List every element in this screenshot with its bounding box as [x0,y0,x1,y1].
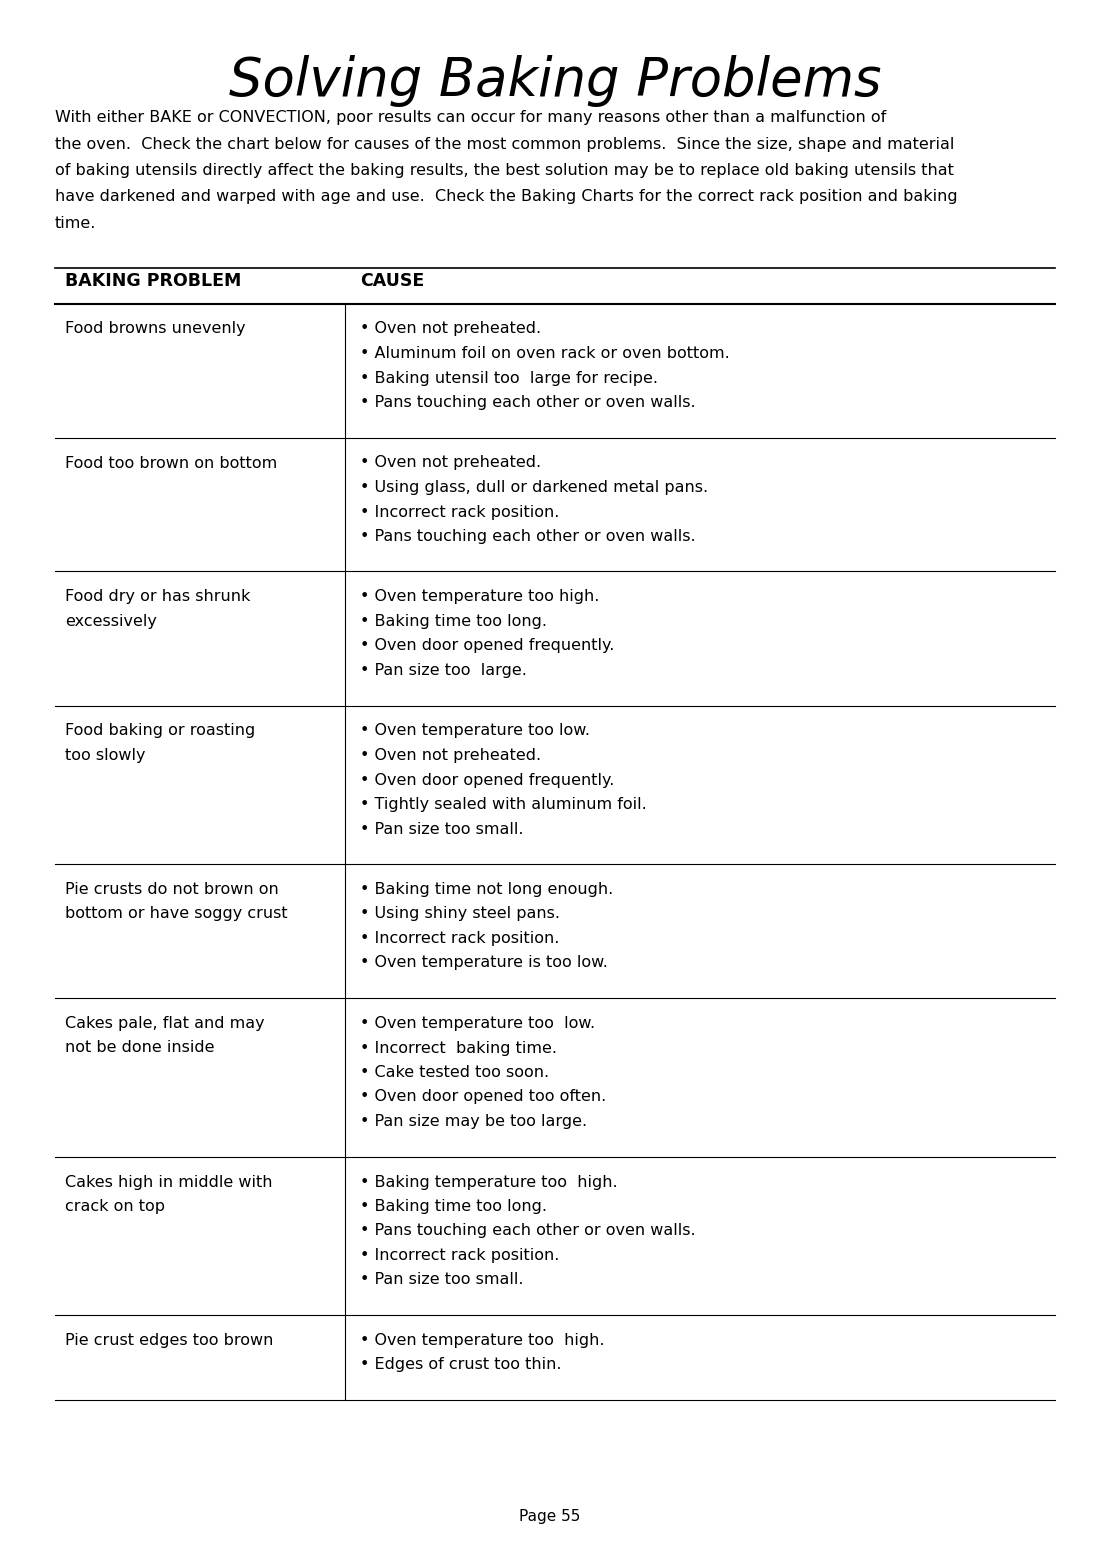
Text: • Oven temperature too low.: • Oven temperature too low. [360,724,590,739]
Text: • Baking time too long.: • Baking time too long. [360,614,547,629]
Text: BAKING PROBLEM: BAKING PROBLEM [65,272,241,291]
Text: Solving Baking Problems: Solving Baking Problems [229,56,881,107]
Text: • Oven temperature too high.: • Oven temperature too high. [360,589,600,604]
Text: • Pan size too  large.: • Pan size too large. [360,663,527,679]
Text: not be done inside: not be done inside [65,1040,214,1056]
Text: • Cake tested too soon.: • Cake tested too soon. [360,1065,549,1081]
Text: • Incorrect  baking time.: • Incorrect baking time. [360,1040,557,1056]
Text: • Baking time too long.: • Baking time too long. [360,1200,547,1214]
Text: • Tightly sealed with aluminum foil.: • Tightly sealed with aluminum foil. [360,798,647,812]
Text: • Pan size too small.: • Pan size too small. [360,1272,524,1288]
Text: • Pans touching each other or oven walls.: • Pans touching each other or oven walls… [360,394,695,410]
Text: • Oven door opened frequently.: • Oven door opened frequently. [360,638,615,654]
Text: Pie crusts do not brown on: Pie crusts do not brown on [65,883,278,897]
Text: • Incorrect rack position.: • Incorrect rack position. [360,1248,560,1263]
Text: • Oven temperature too  low.: • Oven temperature too low. [360,1016,595,1031]
Text: • Oven door opened frequently.: • Oven door opened frequently. [360,773,615,787]
Text: excessively: excessively [65,614,157,629]
Text: • Oven temperature is too low.: • Oven temperature is too low. [360,955,608,971]
Text: Food browns unevenly: Food browns unevenly [65,322,245,337]
Text: too slowly: too slowly [65,748,145,764]
Text: • Using glass, dull or darkened metal pans.: • Using glass, dull or darkened metal pa… [360,479,708,495]
Text: • Oven temperature too  high.: • Oven temperature too high. [360,1333,605,1348]
Text: • Pan size too small.: • Pan size too small. [360,821,524,836]
Text: • Oven not preheated.: • Oven not preheated. [360,456,541,470]
Text: • Edges of crust too thin.: • Edges of crust too thin. [360,1357,561,1373]
Text: the oven.  Check the chart below for causes of the most common problems.  Since : the oven. Check the chart below for caus… [55,136,955,152]
Text: Food dry or has shrunk: Food dry or has shrunk [65,589,251,604]
Text: • Oven not preheated.: • Oven not preheated. [360,748,541,764]
Text: time.: time. [55,216,97,230]
Text: • Pans touching each other or oven walls.: • Pans touching each other or oven walls… [360,1223,695,1238]
Text: With either BAKE or CONVECTION, poor results can occur for many reasons other th: With either BAKE or CONVECTION, poor res… [55,110,887,125]
Text: CAUSE: CAUSE [360,272,425,291]
Text: • Oven not preheated.: • Oven not preheated. [360,322,541,337]
Text: have darkened and warped with age and use.  Check the Baking Charts for the corr: have darkened and warped with age and us… [55,190,958,204]
Text: • Pans touching each other or oven walls.: • Pans touching each other or oven walls… [360,529,695,544]
Text: • Incorrect rack position.: • Incorrect rack position. [360,504,560,519]
Text: • Oven door opened too often.: • Oven door opened too often. [360,1090,606,1104]
Text: • Baking time not long enough.: • Baking time not long enough. [360,883,614,897]
Text: of baking utensils directly affect the baking results, the best solution may be : of baking utensils directly affect the b… [55,162,954,178]
Text: Page 55: Page 55 [519,1509,581,1523]
Text: Food baking or roasting: Food baking or roasting [65,724,255,739]
Text: Cakes high in middle with: Cakes high in middle with [65,1175,273,1189]
Text: • Aluminum foil on oven rack or oven bottom.: • Aluminum foil on oven rack or oven bot… [360,346,729,362]
Text: Food too brown on bottom: Food too brown on bottom [65,456,277,470]
Text: bottom or have soggy crust: bottom or have soggy crust [65,906,287,921]
Text: crack on top: crack on top [65,1200,165,1214]
Text: Cakes pale, flat and may: Cakes pale, flat and may [65,1016,265,1031]
Text: • Pan size may be too large.: • Pan size may be too large. [360,1115,587,1129]
Text: • Baking temperature too  high.: • Baking temperature too high. [360,1175,617,1189]
Text: • Using shiny steel pans.: • Using shiny steel pans. [360,906,560,921]
Text: • Incorrect rack position.: • Incorrect rack position. [360,931,560,946]
Text: Pie crust edges too brown: Pie crust edges too brown [65,1333,274,1348]
Text: • Baking utensil too  large for recipe.: • Baking utensil too large for recipe. [360,371,658,385]
